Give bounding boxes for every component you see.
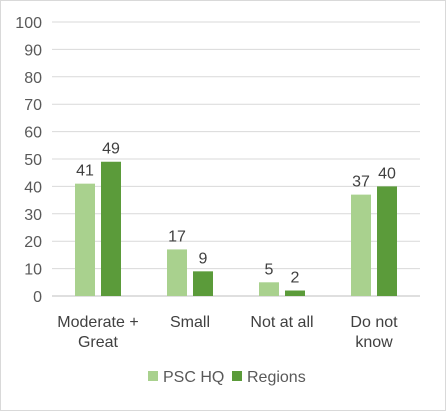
data-label: 40 (378, 165, 396, 182)
y-tick-label: 0 (33, 289, 42, 306)
data-label: 49 (102, 141, 120, 158)
legend-swatch (148, 371, 158, 381)
legend-swatch (232, 371, 242, 381)
bar (101, 161, 121, 296)
data-label: 17 (168, 228, 186, 245)
y-tick-label: 40 (24, 179, 42, 196)
y-tick-label: 60 (24, 125, 42, 142)
x-tick-label: Moderate + (57, 314, 138, 331)
x-tick-label: Small (170, 314, 210, 331)
y-tick-label: 100 (15, 15, 42, 32)
data-label: 41 (76, 163, 94, 180)
y-tick-label: 90 (24, 42, 42, 59)
x-tick-label: Not at all (250, 314, 313, 331)
bar (377, 186, 397, 296)
legend-label: Regions (247, 369, 306, 386)
data-label: 2 (291, 270, 300, 287)
bar (193, 271, 213, 296)
bar (285, 290, 305, 296)
y-tick-label: 30 (24, 207, 42, 224)
x-tick-label: know (355, 334, 393, 351)
data-label: 9 (199, 250, 208, 267)
x-tick-label: Great (78, 334, 119, 351)
y-tick-label: 20 (24, 234, 42, 251)
y-tick-label: 50 (24, 152, 42, 169)
bar (351, 194, 371, 296)
data-label: 37 (352, 174, 370, 191)
bar (167, 249, 187, 296)
y-tick-label: 10 (24, 262, 42, 279)
x-tick-label: Do not (350, 314, 398, 331)
y-tick-label: 70 (24, 97, 42, 114)
bar (259, 282, 279, 296)
bar (75, 183, 95, 296)
data-label: 5 (265, 261, 274, 278)
y-tick-label: 80 (24, 70, 42, 87)
legend-label: PSC HQ (163, 369, 224, 386)
